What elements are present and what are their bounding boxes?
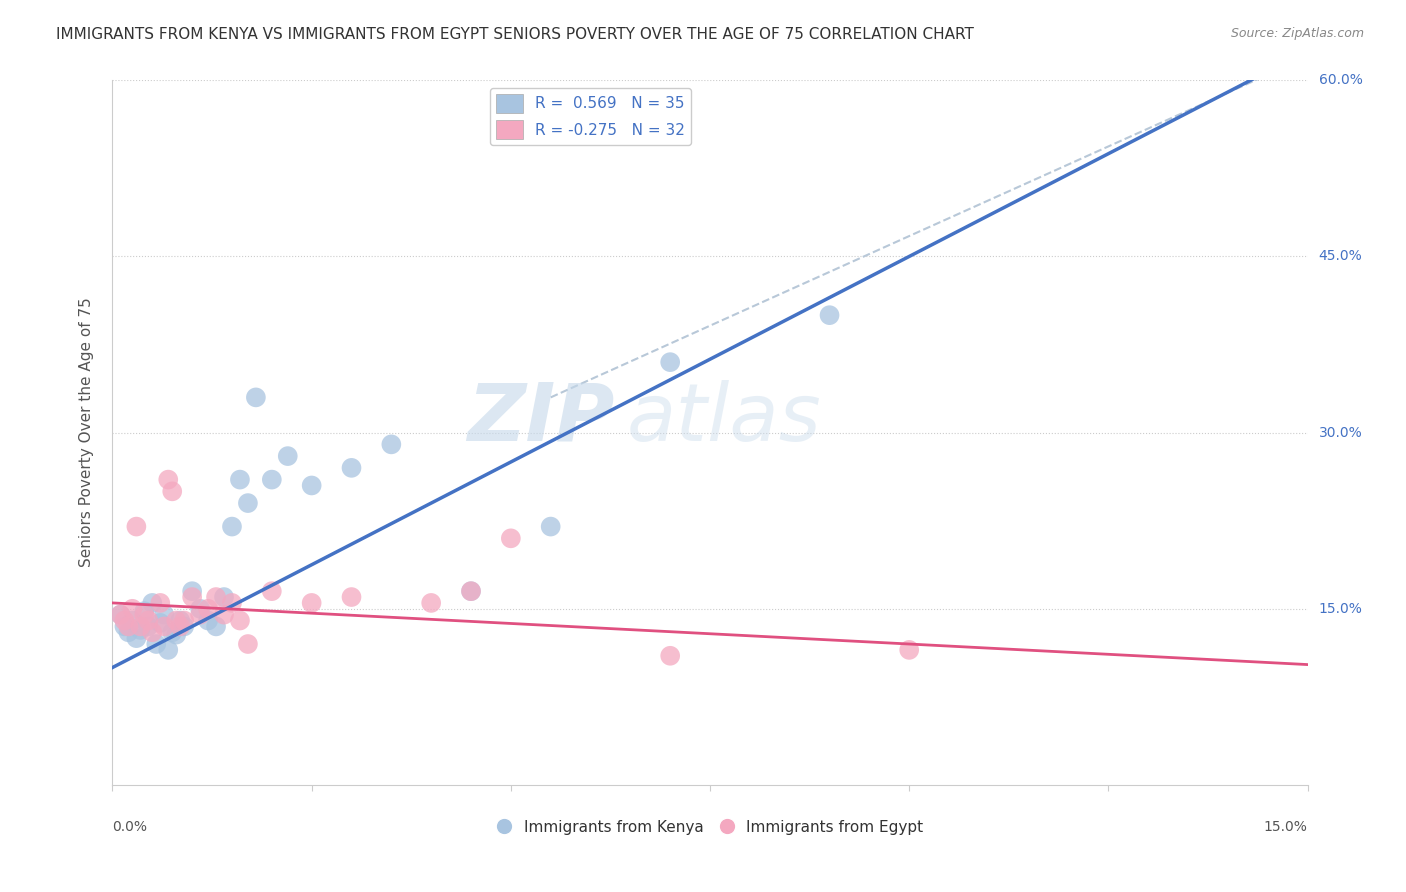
Point	[221, 519, 243, 533]
Point	[145, 637, 167, 651]
Point	[420, 596, 443, 610]
Point	[181, 590, 204, 604]
Point	[340, 461, 363, 475]
Point	[818, 308, 841, 322]
Point	[460, 584, 482, 599]
Text: 30.0%: 30.0%	[1319, 425, 1362, 440]
Point	[540, 519, 562, 533]
Text: 0.0%: 0.0%	[112, 821, 148, 834]
Legend: Immigrants from Kenya, Immigrants from Egypt: Immigrants from Kenya, Immigrants from E…	[491, 814, 929, 841]
Text: 60.0%: 60.0%	[1319, 73, 1362, 87]
Point	[110, 607, 132, 622]
Point	[162, 484, 183, 499]
Text: 15.0%: 15.0%	[1319, 602, 1362, 615]
Text: atlas: atlas	[627, 379, 821, 458]
Point	[134, 607, 156, 622]
Point	[149, 596, 172, 610]
Point	[188, 601, 211, 615]
Point	[340, 590, 363, 604]
Point	[153, 619, 176, 633]
Point	[197, 601, 219, 615]
Point	[173, 619, 195, 633]
Point	[260, 584, 283, 599]
Point	[110, 607, 132, 622]
Point	[277, 449, 299, 463]
Point	[659, 648, 682, 663]
Point	[188, 607, 211, 622]
Point	[157, 473, 180, 487]
Point	[125, 519, 148, 533]
Text: 45.0%: 45.0%	[1319, 250, 1362, 263]
Point	[898, 643, 921, 657]
Point	[245, 391, 267, 405]
Point	[499, 532, 522, 546]
Point	[117, 625, 139, 640]
Point	[460, 584, 482, 599]
Point	[141, 596, 163, 610]
Point	[114, 614, 135, 628]
Text: 15.0%: 15.0%	[1264, 821, 1308, 834]
Point	[157, 643, 180, 657]
Point	[380, 437, 402, 451]
Point	[197, 614, 219, 628]
Point	[229, 473, 252, 487]
Point	[153, 607, 176, 622]
Point	[138, 614, 160, 628]
Point	[117, 619, 139, 633]
Point	[236, 637, 259, 651]
Point	[165, 627, 187, 641]
Point	[301, 596, 323, 610]
Point	[138, 619, 160, 633]
Point	[165, 614, 187, 628]
Point	[212, 607, 235, 622]
Point	[205, 619, 228, 633]
Point	[221, 596, 243, 610]
Point	[173, 614, 195, 628]
Point	[129, 619, 152, 633]
Point	[169, 614, 191, 628]
Point	[121, 601, 143, 615]
Point	[659, 355, 682, 369]
Y-axis label: Seniors Poverty Over the Age of 75: Seniors Poverty Over the Age of 75	[79, 298, 94, 567]
Point	[162, 625, 183, 640]
Point	[141, 625, 163, 640]
Point	[169, 619, 191, 633]
Point	[301, 478, 323, 492]
Point	[121, 614, 143, 628]
Point	[125, 631, 148, 645]
Point	[149, 615, 172, 630]
Point	[205, 590, 228, 604]
Text: IMMIGRANTS FROM KENYA VS IMMIGRANTS FROM EGYPT SENIORS POVERTY OVER THE AGE OF 7: IMMIGRANTS FROM KENYA VS IMMIGRANTS FROM…	[56, 27, 974, 42]
Point	[134, 604, 156, 618]
Point	[260, 473, 283, 487]
Point	[114, 619, 135, 633]
Text: ZIP: ZIP	[467, 379, 614, 458]
Point	[212, 590, 235, 604]
Point	[229, 614, 252, 628]
Text: Source: ZipAtlas.com: Source: ZipAtlas.com	[1230, 27, 1364, 40]
Point	[129, 623, 152, 637]
Point	[236, 496, 259, 510]
Point	[181, 584, 204, 599]
